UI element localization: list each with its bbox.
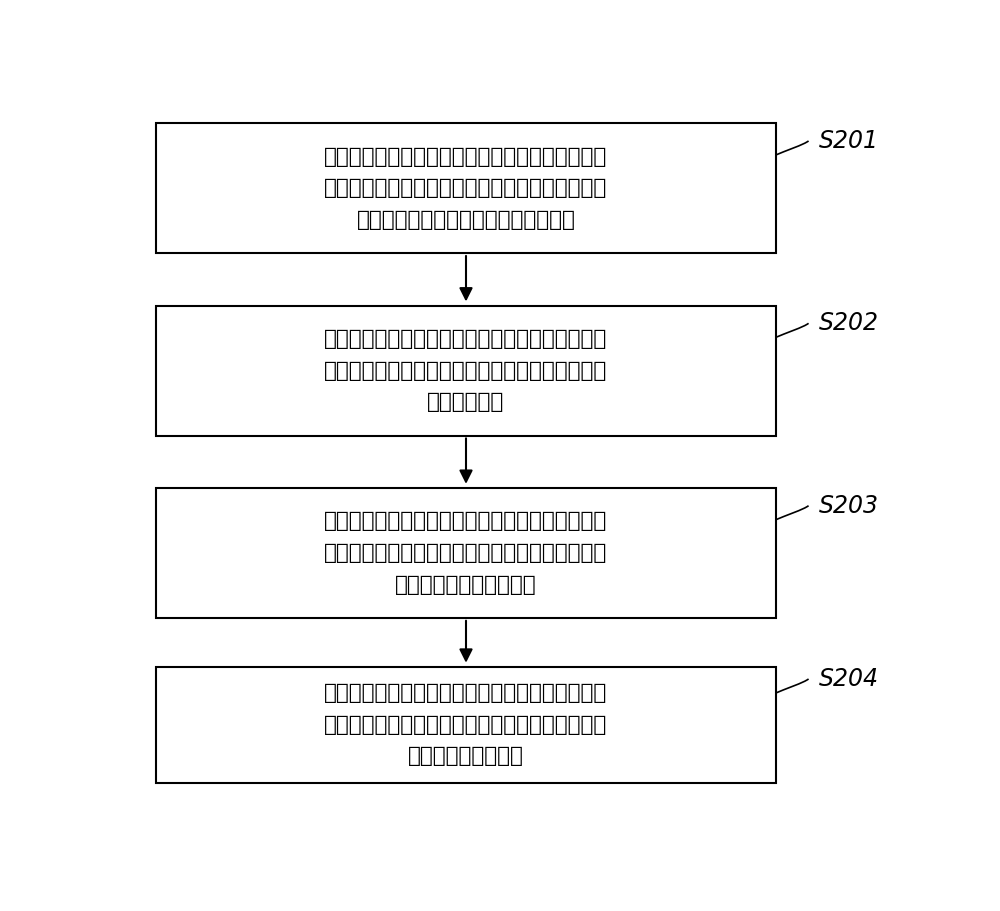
Text: 号控制老化线电源的通断: 号控制老化线电源的通断	[395, 575, 537, 595]
Text: S201: S201	[819, 128, 879, 153]
Text: 老化线区域对应的电源控制信号，所述电源控制信: 老化线区域对应的电源控制信号，所述电源控制信	[324, 543, 608, 563]
Bar	[156, 667, 776, 783]
Text: S203: S203	[819, 494, 879, 517]
Text: S204: S204	[819, 667, 879, 691]
Text: 机的驱动信号: 机的驱动信号	[427, 392, 505, 412]
Text: 获取老化检测指令，根据所述老化检测指令生成老: 获取老化检测指令，根据所述老化检测指令生成老	[324, 147, 608, 167]
Bar	[156, 488, 776, 618]
Text: S202: S202	[819, 312, 879, 335]
Text: 通过所述驱动信号和所述电源控制信号驱动老化线: 通过所述驱动信号和所述电源控制信号驱动老化线	[324, 683, 608, 703]
Text: 根据所述老化阶段以及与所述老化阶段对应的所述: 根据所述老化阶段以及与所述老化阶段对应的所述	[324, 329, 608, 349]
Text: 化模式进行老化检测: 化模式进行老化检测	[408, 746, 524, 766]
Text: 与老化阶段对应的老化时间和老化模式: 与老化阶段对应的老化时间和老化模式	[357, 210, 575, 230]
Text: 化控制信号，所述老化控制信号包括老化阶段以及: 化控制信号，所述老化控制信号包括老化阶段以及	[324, 179, 608, 199]
Text: 的灯具按所述老化阶段、所述老化时间以及所述老: 的灯具按所述老化阶段、所述老化时间以及所述老	[324, 715, 608, 735]
Bar	[156, 123, 776, 253]
Bar	[156, 306, 776, 435]
Text: 老化时间，按时间比例划分老化线区域，并生成电: 老化时间，按时间比例划分老化线区域，并生成电	[324, 361, 608, 381]
Text: 根据与所述老化阶段对应的所述老化模式，生成与: 根据与所述老化阶段对应的所述老化模式，生成与	[324, 511, 608, 531]
